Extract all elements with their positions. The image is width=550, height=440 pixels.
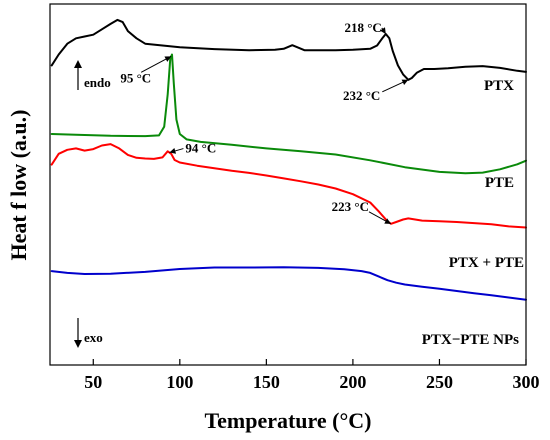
x-tick-label: 150	[253, 372, 280, 392]
series-label-1: PTX	[484, 78, 514, 94]
annotation-arrow-head	[169, 148, 177, 154]
x-tick-label: 200	[339, 372, 366, 392]
y-axis-title: Heat f low (a.u.)	[6, 110, 31, 261]
series-labels: PTX PTE PTX + PTE PTX−PTE NPs	[422, 78, 524, 348]
endo-label: endo	[84, 75, 111, 90]
annotation-arrow-head	[379, 27, 386, 34]
annotations: 218 °C 232 °C 95 °C 94 °C 223 °C	[120, 20, 409, 225]
annotation-arrow-head	[384, 218, 391, 224]
annotation-arrow-head	[164, 56, 172, 62]
endo-arrow-head	[74, 60, 82, 68]
annotation-label: 223 °C	[332, 199, 369, 214]
series-line-3	[50, 143, 527, 229]
series-line-1	[50, 18, 527, 81]
exo-arrow-head	[74, 340, 82, 348]
plot-frame	[49, 3, 527, 366]
exo-label: exo	[84, 330, 103, 345]
x-tick-label: 250	[426, 372, 453, 392]
series-line-2	[50, 53, 527, 175]
x-tick-label: 50	[84, 372, 102, 392]
x-tick-label: 300	[513, 372, 540, 392]
series-label-3: PTX + PTE	[449, 255, 524, 271]
annotation-label: 95 °C	[120, 70, 151, 85]
annotation-arrow-head	[401, 79, 409, 86]
x-axis-title: Temperature (°C)	[204, 408, 371, 433]
x-axis-ticks: 50 100 150 200 250 300	[84, 359, 540, 392]
series-line-4	[50, 266, 527, 301]
series-label-4: PTX−PTE NPs	[422, 332, 519, 348]
plot-lines	[50, 18, 527, 301]
annotation-label: 218 °C	[344, 20, 381, 35]
series-label-2: PTE	[485, 175, 514, 191]
annotation-label: 232 °C	[343, 88, 380, 103]
annotation-label: 94 °C	[185, 141, 216, 156]
x-tick-label: 100	[166, 372, 193, 392]
